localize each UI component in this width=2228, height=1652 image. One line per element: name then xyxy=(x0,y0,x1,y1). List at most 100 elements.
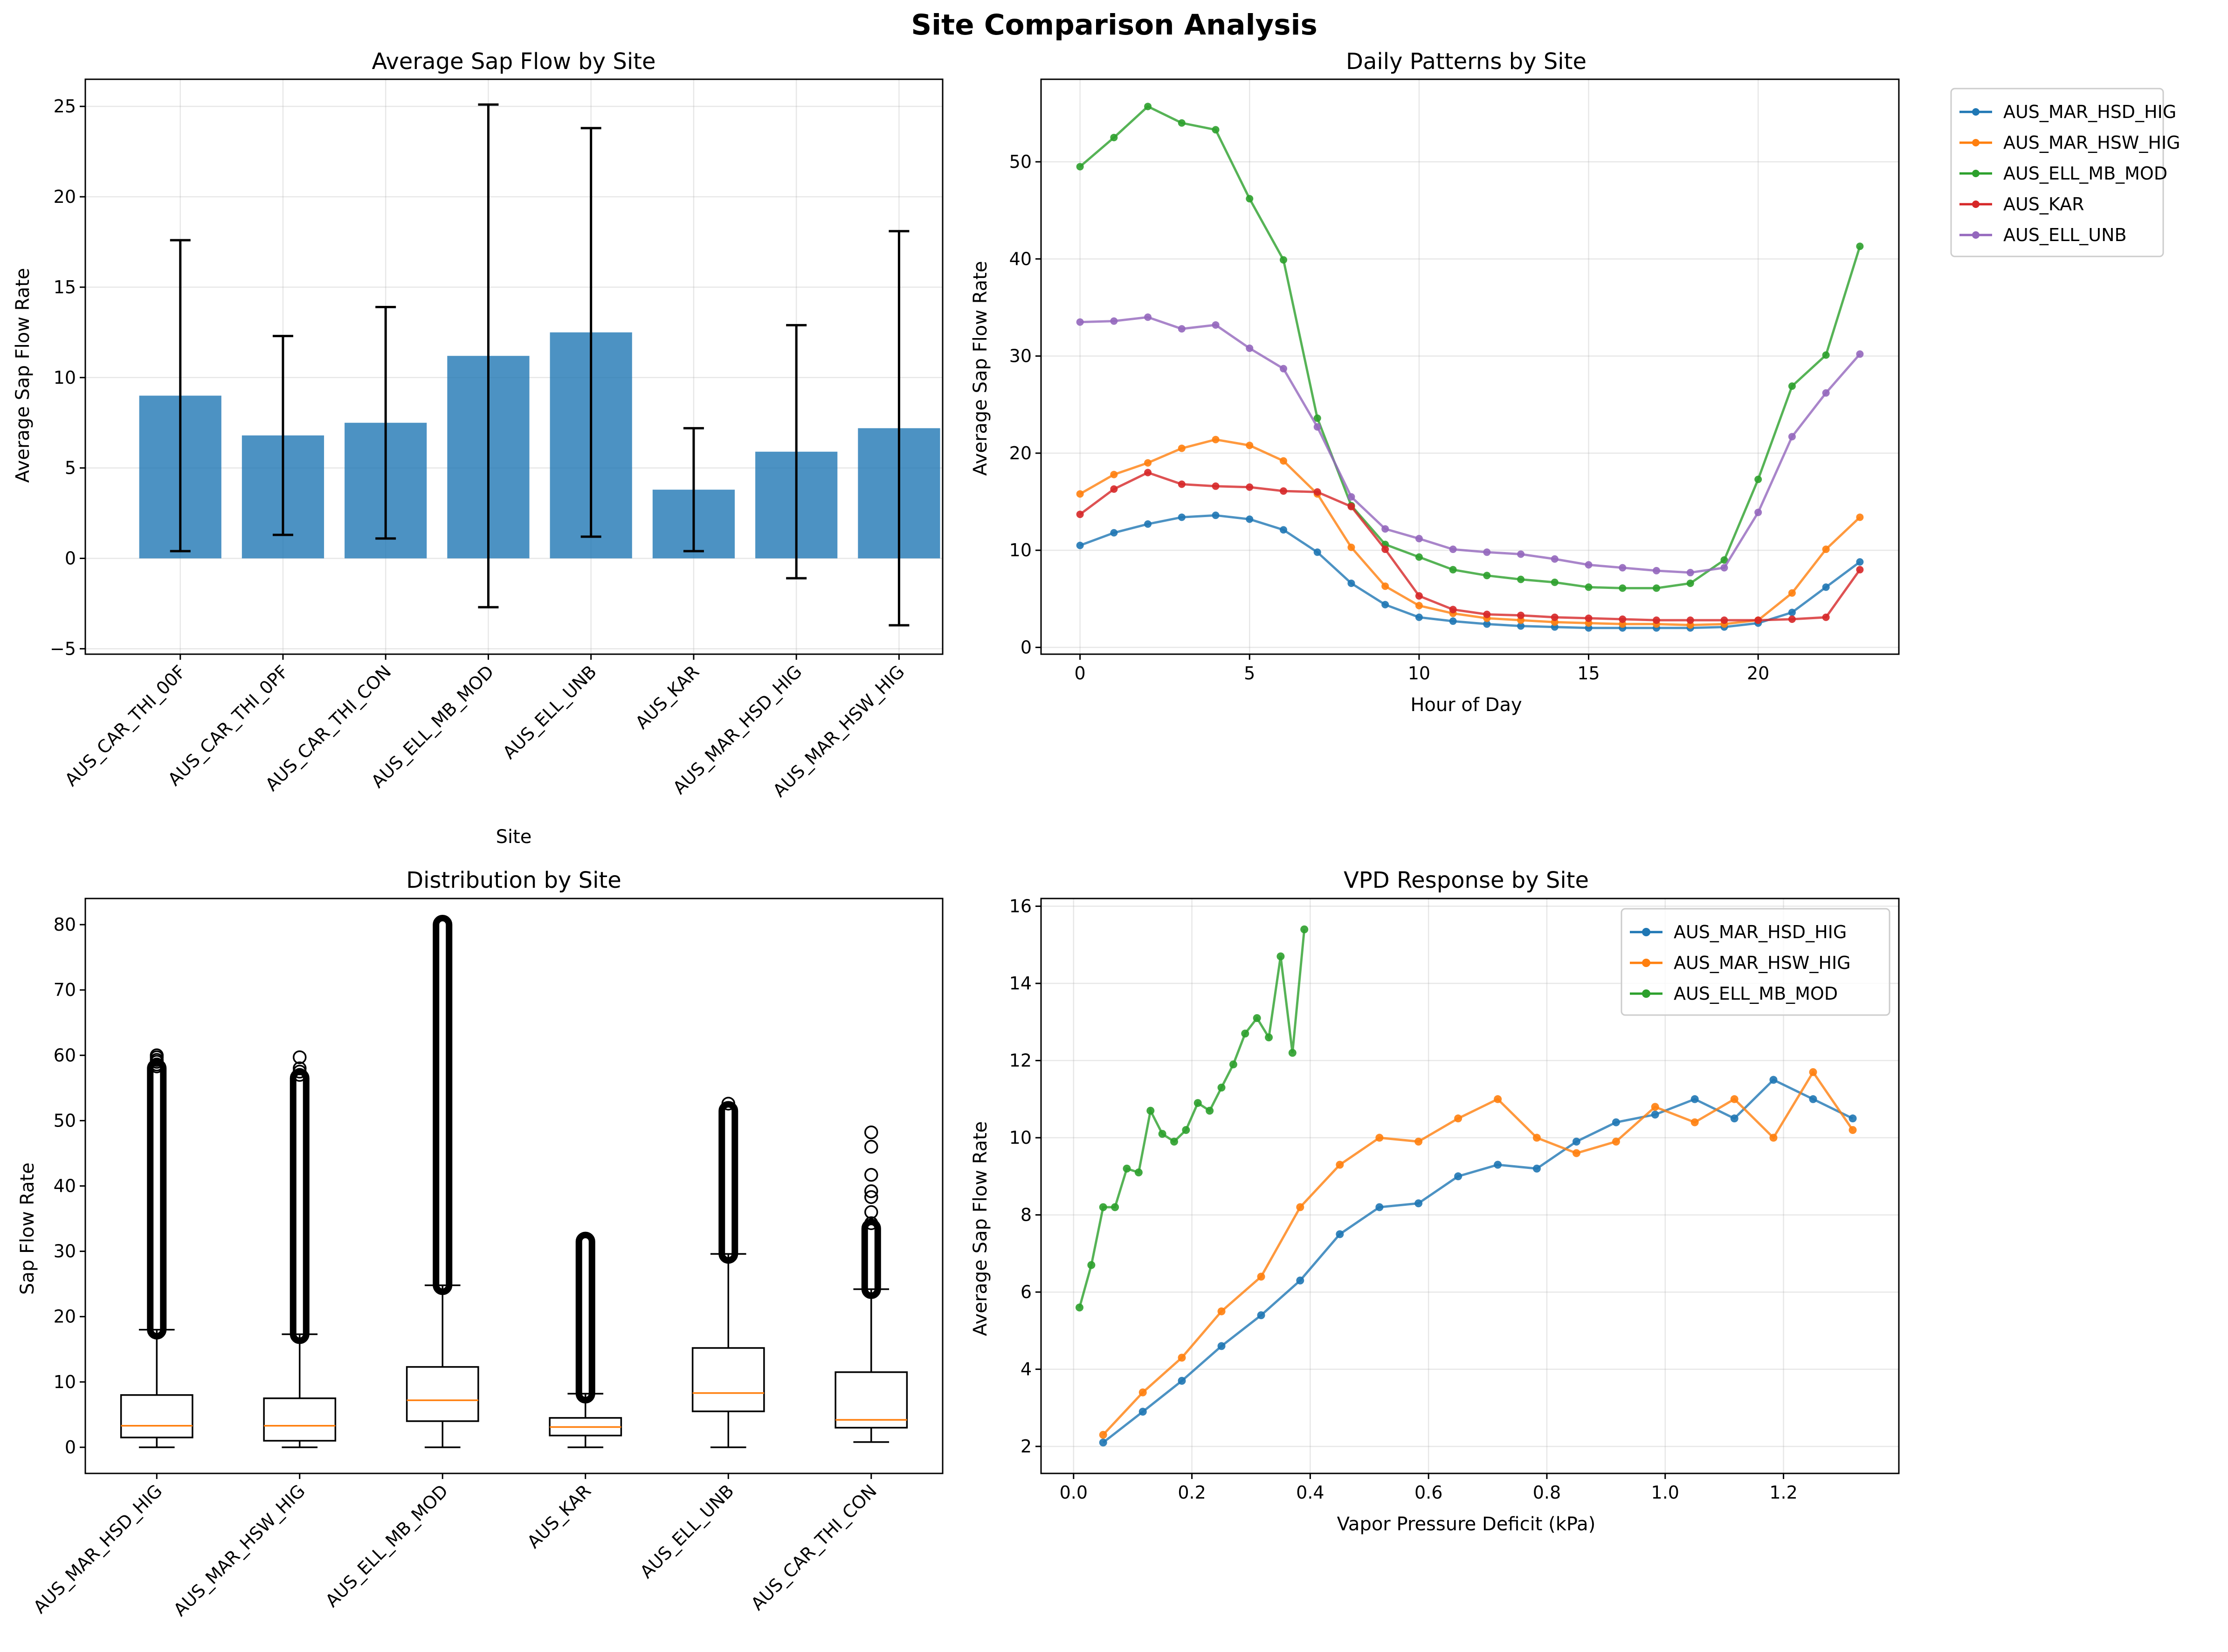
data-point xyxy=(1822,351,1830,359)
y-tick-label: 80 xyxy=(54,914,76,935)
data-point xyxy=(1347,493,1355,501)
data-point xyxy=(1769,1134,1778,1142)
data-point xyxy=(1212,511,1220,519)
legend-box xyxy=(1621,908,1890,1016)
data-point xyxy=(1551,578,1559,586)
data-point xyxy=(1110,133,1118,141)
plot-frame xyxy=(1040,898,1900,1474)
legend-label: AUS_MAR_HSD_HIG xyxy=(2003,102,2176,122)
bar-chart-xlabel: Site xyxy=(496,826,532,848)
y-tick-label: 10 xyxy=(54,367,76,388)
outlier-point xyxy=(293,1050,307,1064)
y-tick-label: 5 xyxy=(65,458,76,478)
outlier-point xyxy=(293,1064,307,1079)
data-point xyxy=(1769,1076,1778,1084)
data-point xyxy=(1585,561,1593,569)
box-iqr xyxy=(835,1371,908,1429)
data-point xyxy=(1178,1376,1186,1385)
box-plot-ylabel: Sap Flow Rate xyxy=(17,1162,38,1295)
x-tick-label: AUS_KAR xyxy=(523,1480,595,1552)
data-point xyxy=(1178,325,1186,333)
data-point xyxy=(1099,1203,1107,1211)
x-tick-label: AUS_ELL_UNB xyxy=(636,1480,738,1582)
outlier-point xyxy=(721,1097,735,1111)
data-point xyxy=(1375,1203,1384,1211)
data-point xyxy=(1076,318,1084,326)
series-line xyxy=(1102,1078,1854,1444)
data-point xyxy=(1720,616,1728,624)
y-tick-label: 0 xyxy=(1021,637,1032,657)
plot-frame xyxy=(1040,78,1900,655)
legend-marker xyxy=(1972,200,1980,208)
data-point xyxy=(1076,541,1084,549)
data-point xyxy=(1788,589,1796,597)
data-point xyxy=(1414,1137,1423,1146)
data-point xyxy=(1300,925,1309,933)
data-point xyxy=(1336,1230,1344,1238)
series-line xyxy=(1102,1070,1854,1436)
data-point xyxy=(1856,350,1864,358)
data-point xyxy=(1313,423,1321,431)
data-point xyxy=(1182,1126,1190,1134)
data-point xyxy=(1178,119,1186,127)
outlier-cluster xyxy=(433,915,453,1295)
outlier-point xyxy=(864,1184,878,1198)
plot-frame xyxy=(84,898,944,1474)
y-tick-label: 40 xyxy=(54,1176,76,1196)
data-point xyxy=(1454,1114,1462,1123)
x-tick-label: 15 xyxy=(1577,663,1600,684)
data-point xyxy=(1110,485,1118,493)
data-point xyxy=(1099,1431,1107,1439)
data-point xyxy=(1280,457,1287,465)
daily-chart-xlabel: Hour of Day xyxy=(1410,694,1522,716)
data-point xyxy=(1415,613,1423,621)
box-iqr xyxy=(120,1394,193,1438)
outlier-point xyxy=(864,1125,878,1140)
data-point xyxy=(1217,1083,1226,1092)
data-point xyxy=(1532,1164,1541,1173)
data-point xyxy=(1336,1161,1344,1169)
legend-label: AUS_MAR_HSW_HIG xyxy=(1674,953,1851,973)
data-point xyxy=(1849,1114,1857,1123)
y-tick-label: 25 xyxy=(54,96,76,117)
outlier-point xyxy=(293,1061,307,1076)
y-tick-label: 20 xyxy=(54,1306,76,1327)
data-point xyxy=(1178,444,1186,452)
outlier-cluster xyxy=(147,1058,167,1340)
data-point xyxy=(1178,480,1186,488)
data-point xyxy=(1809,1068,1817,1076)
data-point xyxy=(1414,1199,1423,1208)
data-point xyxy=(1111,1203,1119,1211)
legend-marker xyxy=(1642,959,1650,967)
data-point xyxy=(1381,601,1389,608)
data-point xyxy=(1822,389,1830,397)
data-point xyxy=(1585,583,1593,591)
data-point xyxy=(1822,546,1830,553)
data-point xyxy=(1076,490,1084,498)
data-point xyxy=(1449,566,1457,574)
box-iqr xyxy=(263,1397,337,1442)
x-tick-label: 0.8 xyxy=(1533,1482,1561,1503)
data-point xyxy=(1686,616,1694,624)
data-point xyxy=(1651,1110,1659,1119)
data-point xyxy=(1347,503,1355,511)
data-point xyxy=(1076,511,1084,518)
bar-chart-title: Average Sap Flow by Site xyxy=(372,48,655,75)
data-point xyxy=(1375,1134,1384,1142)
data-point xyxy=(1257,1272,1265,1281)
legend-label: AUS_MAR_HSW_HIG xyxy=(2003,132,2180,153)
data-point xyxy=(1144,459,1152,467)
vpd-chart-title: VPD Response by Site xyxy=(1344,867,1589,893)
data-point xyxy=(1856,558,1864,566)
data-point xyxy=(1217,1342,1226,1350)
y-tick-label: 10 xyxy=(1009,1127,1032,1148)
legend-marker xyxy=(1642,989,1650,998)
data-point xyxy=(1280,365,1287,373)
y-tick-label: 10 xyxy=(54,1372,76,1392)
legend-marker xyxy=(1972,139,1980,146)
x-tick-label: AUS_KAR xyxy=(631,661,703,733)
data-point xyxy=(1483,610,1491,618)
data-point xyxy=(1170,1137,1179,1146)
data-point xyxy=(1075,1303,1083,1312)
